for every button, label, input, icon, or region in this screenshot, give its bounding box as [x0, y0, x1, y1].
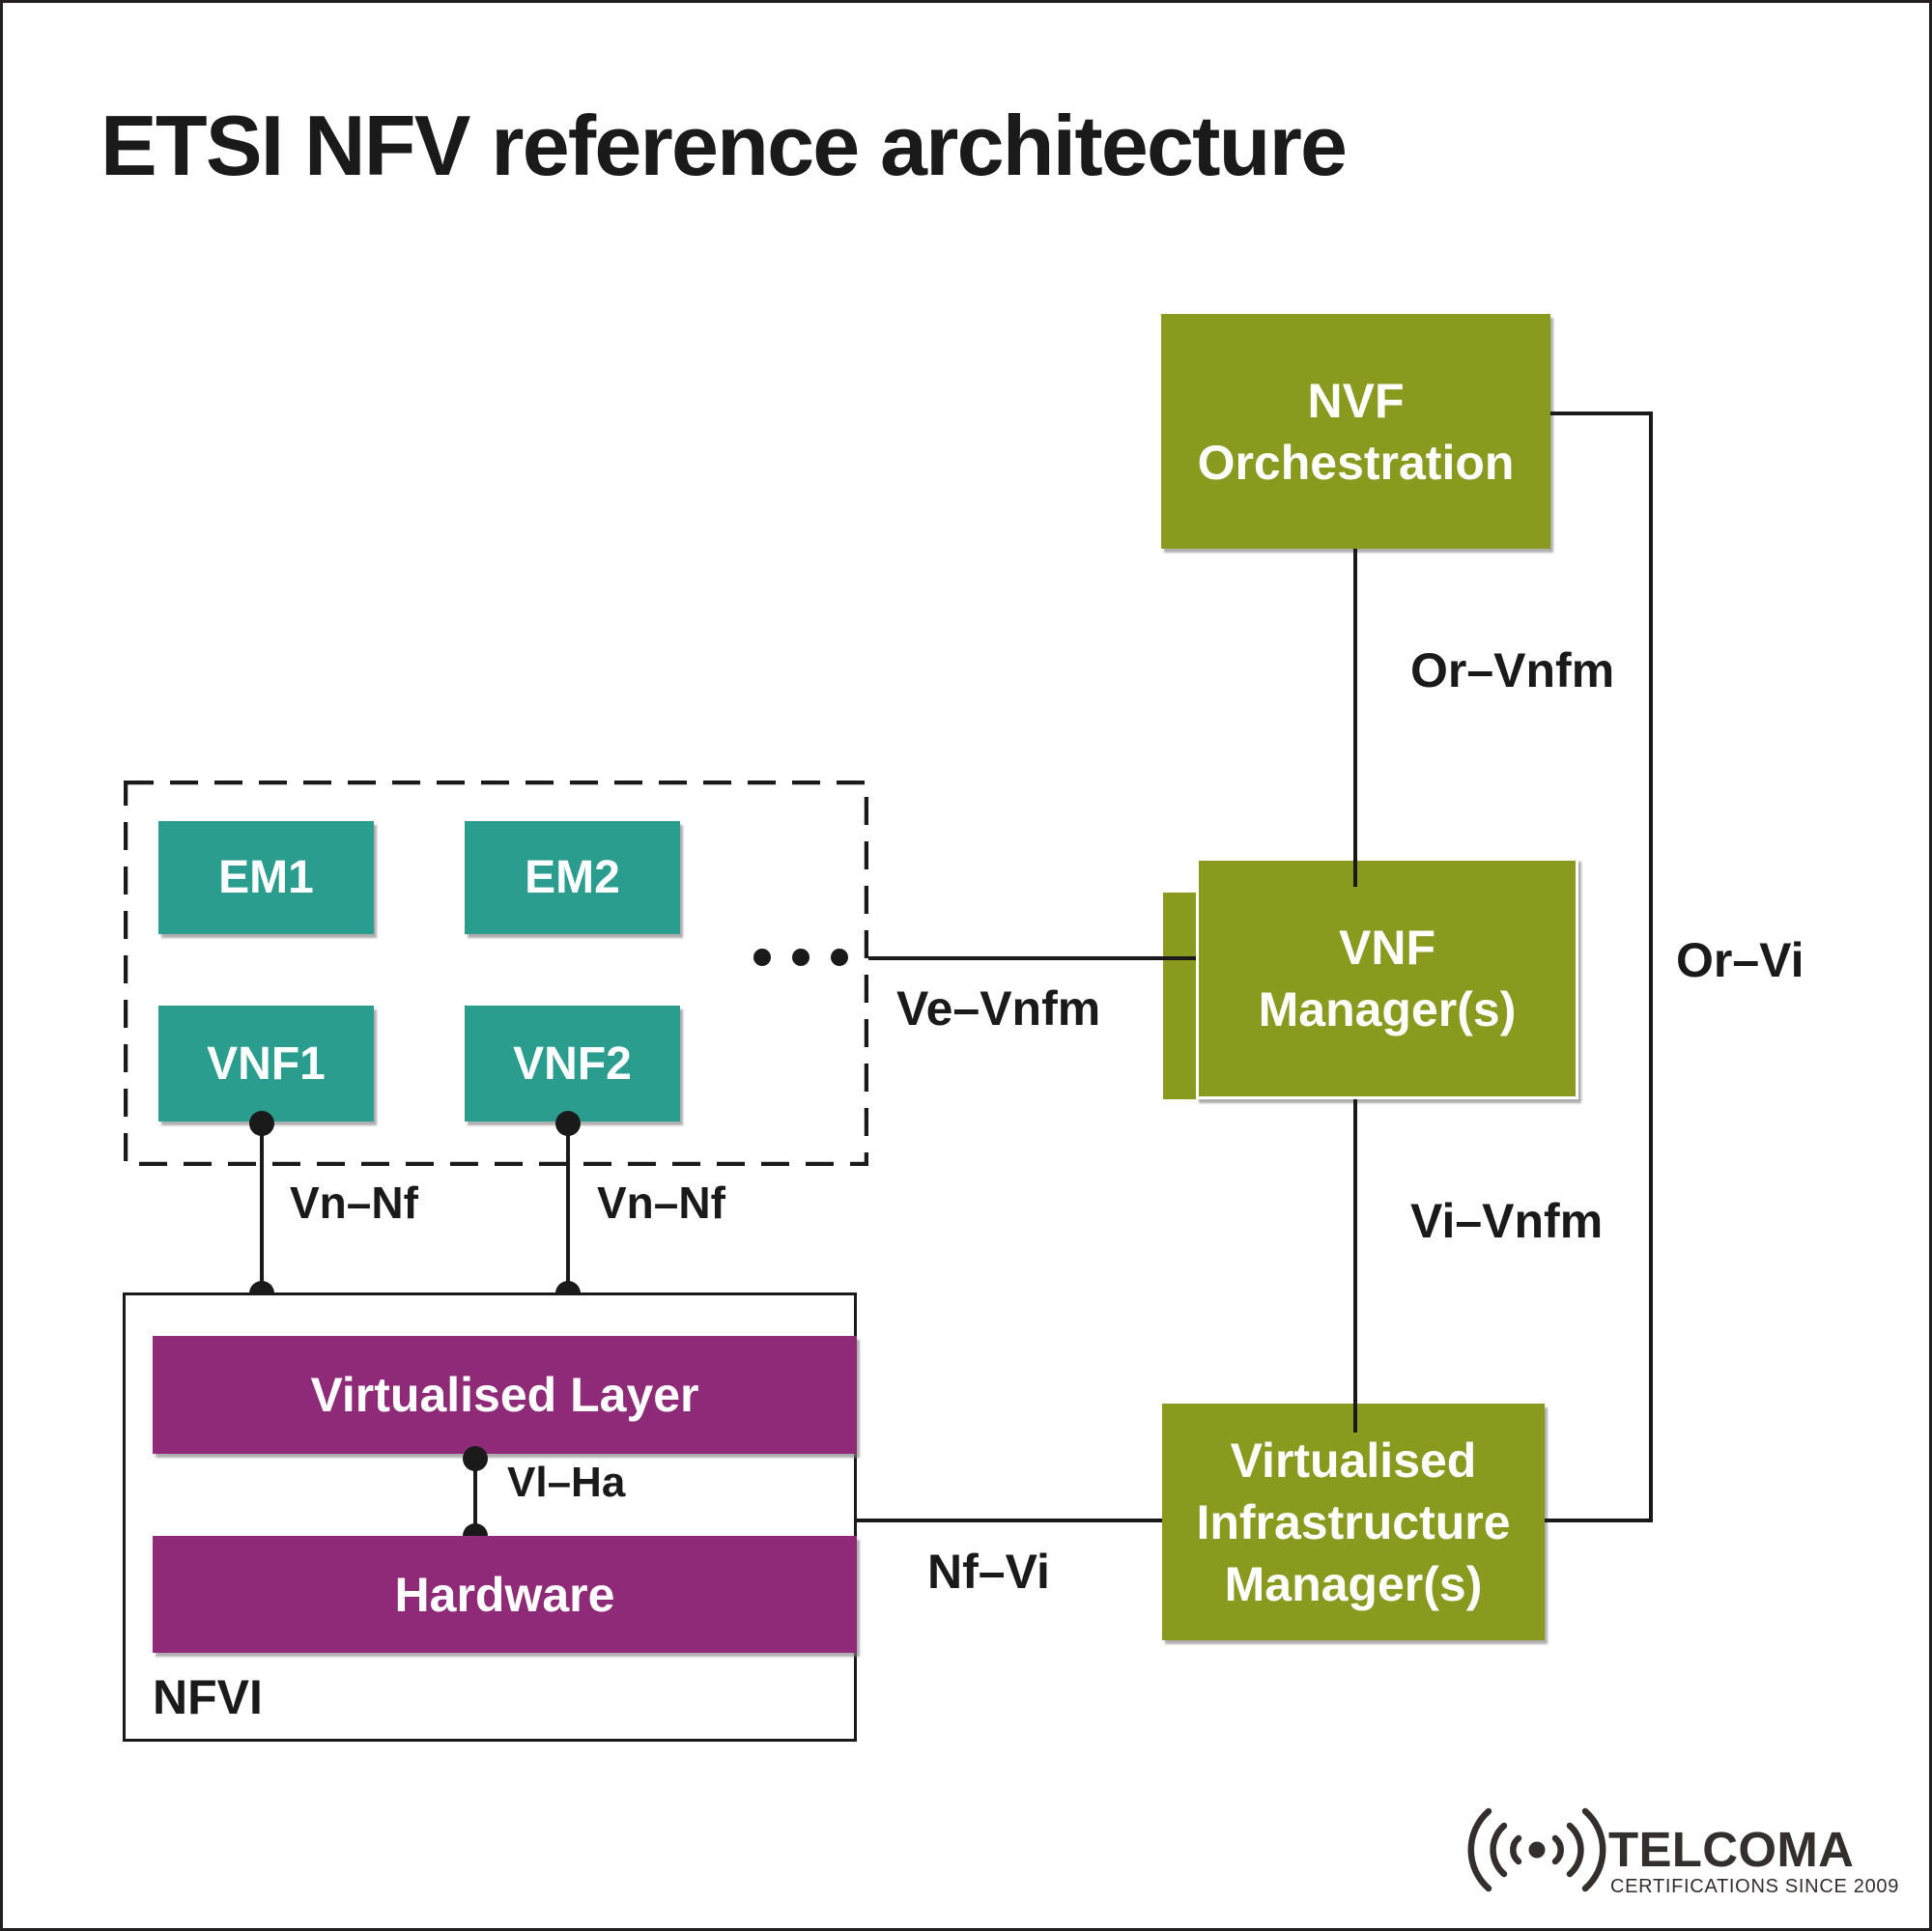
svg-text:TELCOMA: TELCOMA: [1608, 1822, 1854, 1877]
